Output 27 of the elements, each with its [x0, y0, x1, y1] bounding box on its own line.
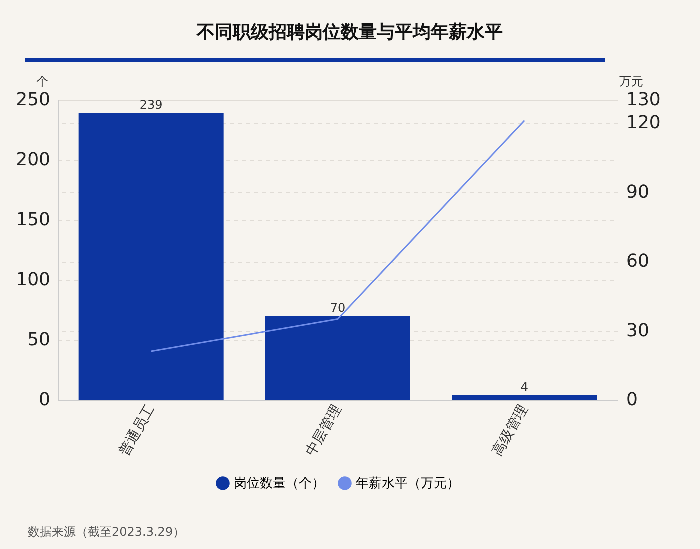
x-tick-label: 中层管理 [303, 402, 345, 459]
bar [78, 113, 224, 400]
y-tick-label: 50 [28, 330, 50, 350]
bar [266, 316, 410, 400]
legend-label: 岗位数量（个） [234, 476, 325, 492]
y-tick-label: 150 [16, 210, 50, 230]
y2-tick-label: 90 [626, 182, 650, 203]
x-tick-label: 普通员工 [116, 402, 158, 459]
y2-tick-label: 60 [626, 251, 650, 272]
y2-tick-label: 120 [626, 112, 661, 134]
y-axis-title: 个 [36, 74, 48, 88]
x-tick-label: 高级管理 [490, 402, 532, 459]
y-tick-label: 0 [39, 390, 50, 410]
y-tick-label: 200 [16, 150, 50, 170]
y-tick-label: 100 [16, 270, 50, 290]
y2-axis-title: 万元 [620, 74, 644, 88]
y2-tick-label: 30 [626, 320, 650, 342]
data-label: 239 [140, 98, 163, 112]
y2-tick-label: 0 [626, 390, 638, 410]
source-note: 数据来源（截至2023.3.29） [28, 524, 186, 541]
y2-tick-label: 130 [626, 90, 661, 110]
y-tick-label: 250 [16, 90, 50, 110]
data-label: 4 [520, 380, 528, 394]
chart-title: 不同职级招聘岗位数量与平均年薪水平 [196, 21, 504, 44]
legend-label: 年薪水平（万元） [356, 476, 460, 492]
data-label: 70 [330, 301, 346, 315]
bar [452, 395, 598, 400]
